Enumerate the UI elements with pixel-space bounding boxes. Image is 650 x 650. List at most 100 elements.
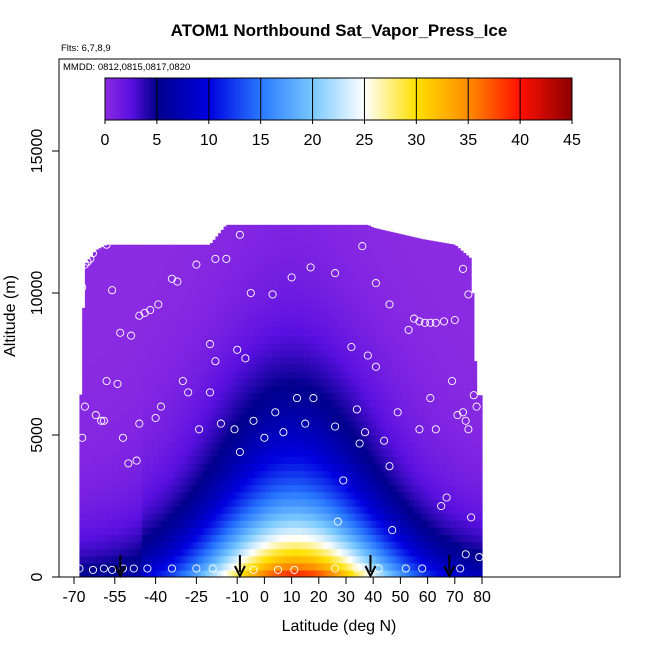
heatmap-cell bbox=[258, 257, 263, 266]
heatmap-cell bbox=[201, 520, 206, 528]
heatmap-cell bbox=[316, 278, 320, 287]
heatmap-cell bbox=[332, 264, 336, 273]
heatmap-cell bbox=[316, 513, 320, 521]
heatmap-cell bbox=[253, 406, 257, 415]
heatmap-cell bbox=[237, 356, 241, 365]
heatmap-cell bbox=[229, 435, 233, 443]
heatmap-cell bbox=[112, 364, 116, 372]
heatmap-cell bbox=[188, 392, 192, 401]
heatmap-cell bbox=[313, 498, 317, 507]
heatmap-cell bbox=[316, 399, 320, 408]
heatmap-cell bbox=[101, 456, 105, 464]
heatmap-cell bbox=[79, 484, 83, 493]
heatmap-cell bbox=[122, 321, 127, 330]
heatmap-cell bbox=[275, 224, 279, 230]
heatmap-cell bbox=[226, 541, 230, 550]
heatmap-cell bbox=[324, 314, 328, 322]
heatmap-cell bbox=[321, 513, 325, 521]
heatmap-cell bbox=[356, 335, 361, 344]
heatmap-cell bbox=[114, 356, 119, 365]
heatmap-cell bbox=[332, 562, 336, 571]
heatmap-cell bbox=[356, 420, 361, 429]
heatmap-cell bbox=[283, 278, 287, 287]
heatmap-cell bbox=[237, 364, 241, 372]
heatmap-cell bbox=[264, 392, 268, 401]
heatmap-cell bbox=[84, 442, 89, 450]
heatmap-cell bbox=[144, 321, 149, 330]
heatmap-cell bbox=[212, 321, 217, 330]
heatmap-cell bbox=[117, 271, 121, 280]
heatmap-cell bbox=[286, 470, 290, 479]
heatmap-cell bbox=[207, 569, 211, 577]
heatmap-cell bbox=[335, 264, 339, 273]
heatmap-cell bbox=[90, 420, 94, 429]
heatmap-cell bbox=[169, 399, 173, 408]
heatmap-cell bbox=[348, 520, 353, 528]
heatmap-cell bbox=[250, 307, 255, 315]
heatmap-cell bbox=[199, 257, 203, 266]
heatmap-cell bbox=[95, 300, 100, 308]
heatmap-cell bbox=[82, 456, 86, 464]
heatmap-cell bbox=[250, 406, 255, 415]
heatmap-cell bbox=[316, 541, 320, 550]
heatmap-cell bbox=[280, 385, 285, 393]
heatmap-cell bbox=[307, 562, 312, 571]
heatmap-cell bbox=[343, 449, 347, 457]
heatmap-cell bbox=[125, 314, 129, 322]
heatmap-cell bbox=[185, 278, 189, 287]
heatmap-cell bbox=[169, 513, 173, 521]
heatmap-cell bbox=[150, 264, 154, 273]
heatmap-cell bbox=[158, 470, 162, 479]
heatmap-cell bbox=[103, 506, 108, 514]
heatmap-cell bbox=[103, 364, 108, 372]
heatmap-cell bbox=[182, 271, 187, 280]
heatmap-cell bbox=[245, 435, 249, 443]
heatmap-cell bbox=[313, 456, 317, 464]
heatmap-cell bbox=[299, 527, 304, 535]
heatmap-cell bbox=[324, 229, 328, 237]
heatmap-cell bbox=[109, 456, 113, 464]
heatmap-cell bbox=[196, 250, 200, 259]
heatmap-cell bbox=[258, 562, 263, 571]
heatmap-cell bbox=[256, 364, 260, 372]
heatmap-cell bbox=[354, 392, 358, 401]
heatmap-cell bbox=[122, 484, 127, 493]
heatmap-cell bbox=[242, 236, 246, 244]
heatmap-cell bbox=[215, 413, 219, 422]
heatmap-cell bbox=[318, 520, 323, 528]
heatmap-cell bbox=[188, 328, 192, 337]
heatmap-cell bbox=[223, 406, 227, 415]
heatmap-cell bbox=[346, 229, 350, 237]
heatmap-cell bbox=[182, 342, 187, 351]
heatmap-cell bbox=[147, 371, 151, 379]
heatmap-cell bbox=[101, 506, 105, 514]
heatmap-cell bbox=[90, 463, 94, 472]
heatmap-cell bbox=[231, 314, 236, 322]
heatmap-cell bbox=[239, 349, 244, 358]
heatmap-cell bbox=[346, 484, 350, 493]
heatmap-cell bbox=[288, 321, 293, 330]
heatmap-cell bbox=[297, 392, 301, 401]
heatmap-cell bbox=[286, 477, 290, 486]
heatmap-cell bbox=[201, 534, 206, 543]
heatmap-cell bbox=[291, 463, 295, 472]
heatmap-cell bbox=[84, 562, 89, 571]
heatmap-cell bbox=[117, 335, 121, 344]
heatmap-cell bbox=[229, 349, 233, 358]
heatmap-cell bbox=[275, 520, 279, 528]
heatmap-cell bbox=[245, 548, 249, 557]
heatmap-cell bbox=[109, 300, 113, 308]
heatmap-cell bbox=[359, 498, 363, 507]
heatmap-cell bbox=[305, 463, 309, 472]
heatmap-cell bbox=[256, 420, 260, 429]
heatmap-cell bbox=[142, 513, 146, 521]
heatmap-cell bbox=[337, 484, 342, 493]
heatmap-cell bbox=[237, 527, 241, 535]
heatmap-cell bbox=[302, 300, 306, 308]
heatmap-cell bbox=[188, 314, 192, 322]
heatmap-cell bbox=[188, 484, 192, 493]
heatmap-cell bbox=[267, 378, 271, 386]
heatmap-cell bbox=[201, 435, 206, 443]
heatmap-cell bbox=[196, 413, 200, 422]
heatmap-cell bbox=[242, 257, 246, 266]
